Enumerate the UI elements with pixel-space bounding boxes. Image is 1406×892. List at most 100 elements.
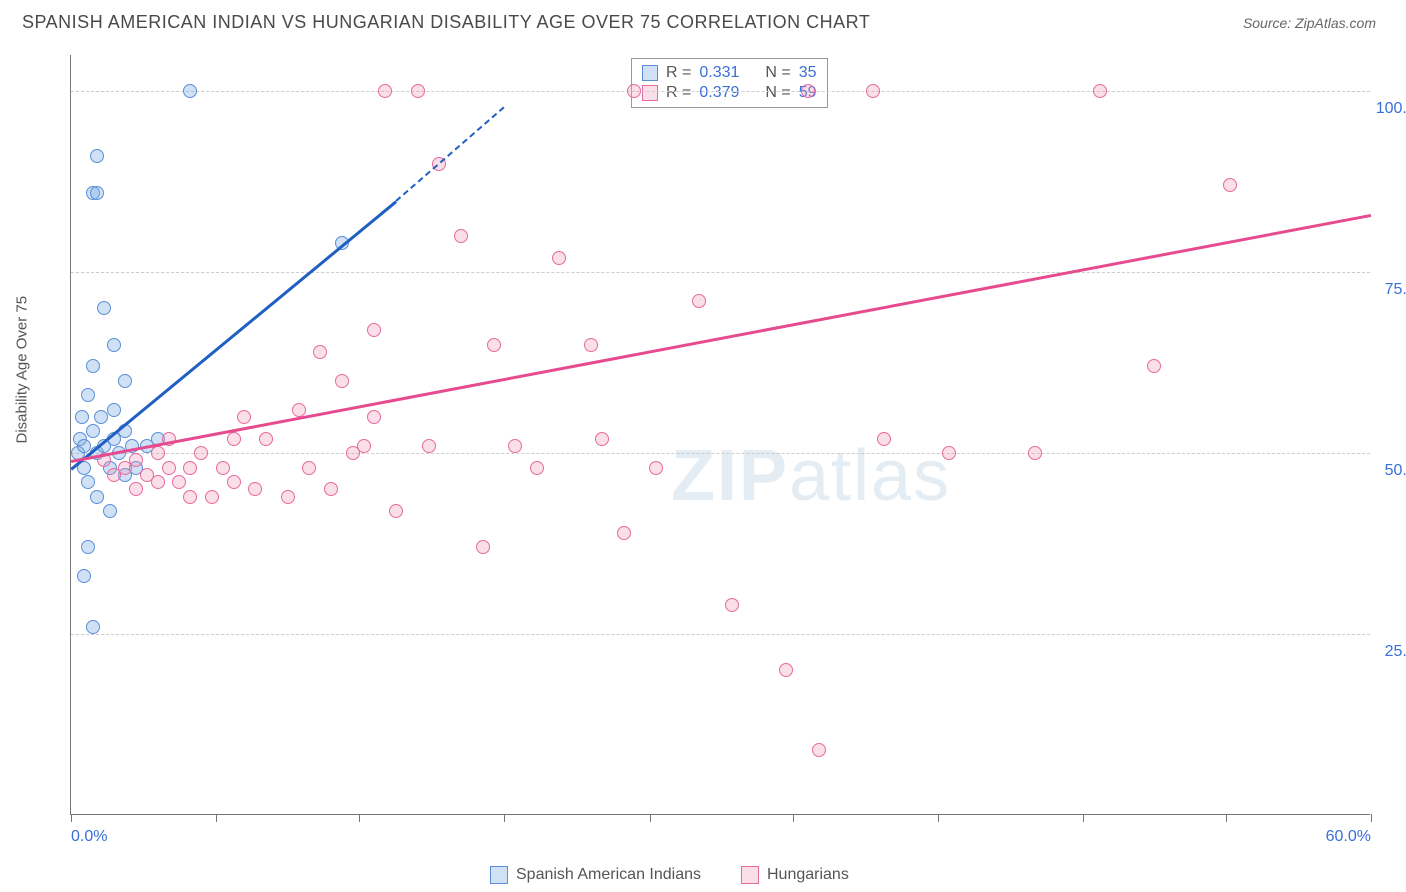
data-point: [216, 461, 230, 475]
watermark: ZIPatlas: [671, 435, 951, 517]
legend-item: Hungarians: [741, 866, 849, 884]
data-point: [302, 461, 316, 475]
data-point: [151, 475, 165, 489]
chart-area: Disability Age Over 75 ZIPatlas R =0.331…: [50, 55, 1370, 815]
trend-line: [71, 214, 1371, 463]
stats-row: R = 0.331 N = 35: [642, 63, 817, 83]
data-point: [692, 294, 706, 308]
data-point: [81, 540, 95, 554]
data-point: [508, 439, 522, 453]
data-point: [107, 338, 121, 352]
data-point: [227, 432, 241, 446]
data-point: [866, 84, 880, 98]
data-point: [454, 229, 468, 243]
r-label: R =: [666, 64, 691, 82]
r-value: 0.331: [699, 64, 739, 82]
data-point: [77, 439, 91, 453]
data-point: [877, 432, 891, 446]
chart-source: Source: ZipAtlas.com: [1243, 15, 1376, 31]
x-tick: [650, 814, 651, 822]
data-point: [335, 374, 349, 388]
x-tick: [71, 814, 72, 822]
data-point: [183, 84, 197, 98]
watermark-bold: ZIP: [671, 436, 789, 516]
data-point: [1147, 359, 1161, 373]
x-tick: [1083, 814, 1084, 822]
gridline: [71, 91, 1370, 92]
data-point: [129, 482, 143, 496]
data-point: [779, 663, 793, 677]
y-axis-label: Disability Age Over 75: [14, 296, 31, 444]
gridline: [71, 453, 1370, 454]
x-tick-label: 60.0%: [1326, 828, 1371, 846]
data-point: [107, 403, 121, 417]
x-tick: [793, 814, 794, 822]
data-point: [411, 84, 425, 98]
data-point: [183, 490, 197, 504]
n-label: N =: [765, 64, 790, 82]
data-point: [94, 410, 108, 424]
data-point: [595, 432, 609, 446]
data-point: [103, 504, 117, 518]
data-point: [389, 504, 403, 518]
y-tick-label: 100.0%: [1376, 100, 1406, 118]
stats-row: R =0.379N =59: [642, 83, 817, 103]
data-point: [86, 424, 100, 438]
data-point: [1223, 178, 1237, 192]
data-point: [90, 149, 104, 163]
data-point: [118, 374, 132, 388]
data-point: [942, 446, 956, 460]
data-point: [281, 490, 295, 504]
data-point: [205, 490, 219, 504]
data-point: [378, 84, 392, 98]
data-point: [313, 345, 327, 359]
x-tick: [1371, 814, 1372, 822]
data-point: [259, 432, 273, 446]
trend-line-dashed: [395, 106, 505, 202]
data-point: [227, 475, 241, 489]
scatter-plot: ZIPatlas R =0.331N =35R =0.379N =59 25.0…: [70, 55, 1370, 815]
legend-label: Hungarians: [767, 866, 849, 884]
data-point: [530, 461, 544, 475]
legend-swatch-icon: [490, 866, 508, 884]
data-point: [151, 446, 165, 460]
chart-title: SPANISH AMERICAN INDIAN VS HUNGARIAN DIS…: [22, 12, 870, 33]
data-point: [476, 540, 490, 554]
data-point: [584, 338, 598, 352]
data-point: [77, 569, 91, 583]
n-label: N =: [765, 84, 790, 102]
data-point: [292, 403, 306, 417]
data-point: [129, 453, 143, 467]
n-value: 35: [799, 64, 817, 82]
data-point: [90, 490, 104, 504]
stats-box: R =0.331N =35R =0.379N =59: [631, 58, 828, 108]
data-point: [812, 743, 826, 757]
data-point: [248, 482, 262, 496]
data-point: [725, 598, 739, 612]
data-point: [90, 186, 104, 200]
y-tick-label: 75.0%: [1385, 281, 1406, 299]
data-point: [617, 526, 631, 540]
data-point: [194, 446, 208, 460]
y-tick-label: 25.0%: [1385, 643, 1406, 661]
data-point: [183, 461, 197, 475]
data-point: [357, 439, 371, 453]
data-point: [86, 620, 100, 634]
legend-swatch-icon: [642, 85, 658, 101]
data-point: [367, 410, 381, 424]
data-point: [162, 461, 176, 475]
bottom-legend: Spanish American IndiansHungarians: [490, 866, 849, 884]
gridline: [71, 272, 1370, 273]
data-point: [237, 410, 251, 424]
x-tick-label: 0.0%: [71, 828, 107, 846]
data-point: [97, 301, 111, 315]
x-tick: [504, 814, 505, 822]
x-tick: [359, 814, 360, 822]
gridline: [71, 634, 1370, 635]
data-point: [1028, 446, 1042, 460]
data-point: [75, 410, 89, 424]
r-label: R =: [666, 84, 691, 102]
watermark-rest: atlas: [789, 436, 951, 516]
legend-swatch-icon: [741, 866, 759, 884]
r-value: 0.379: [699, 84, 739, 102]
